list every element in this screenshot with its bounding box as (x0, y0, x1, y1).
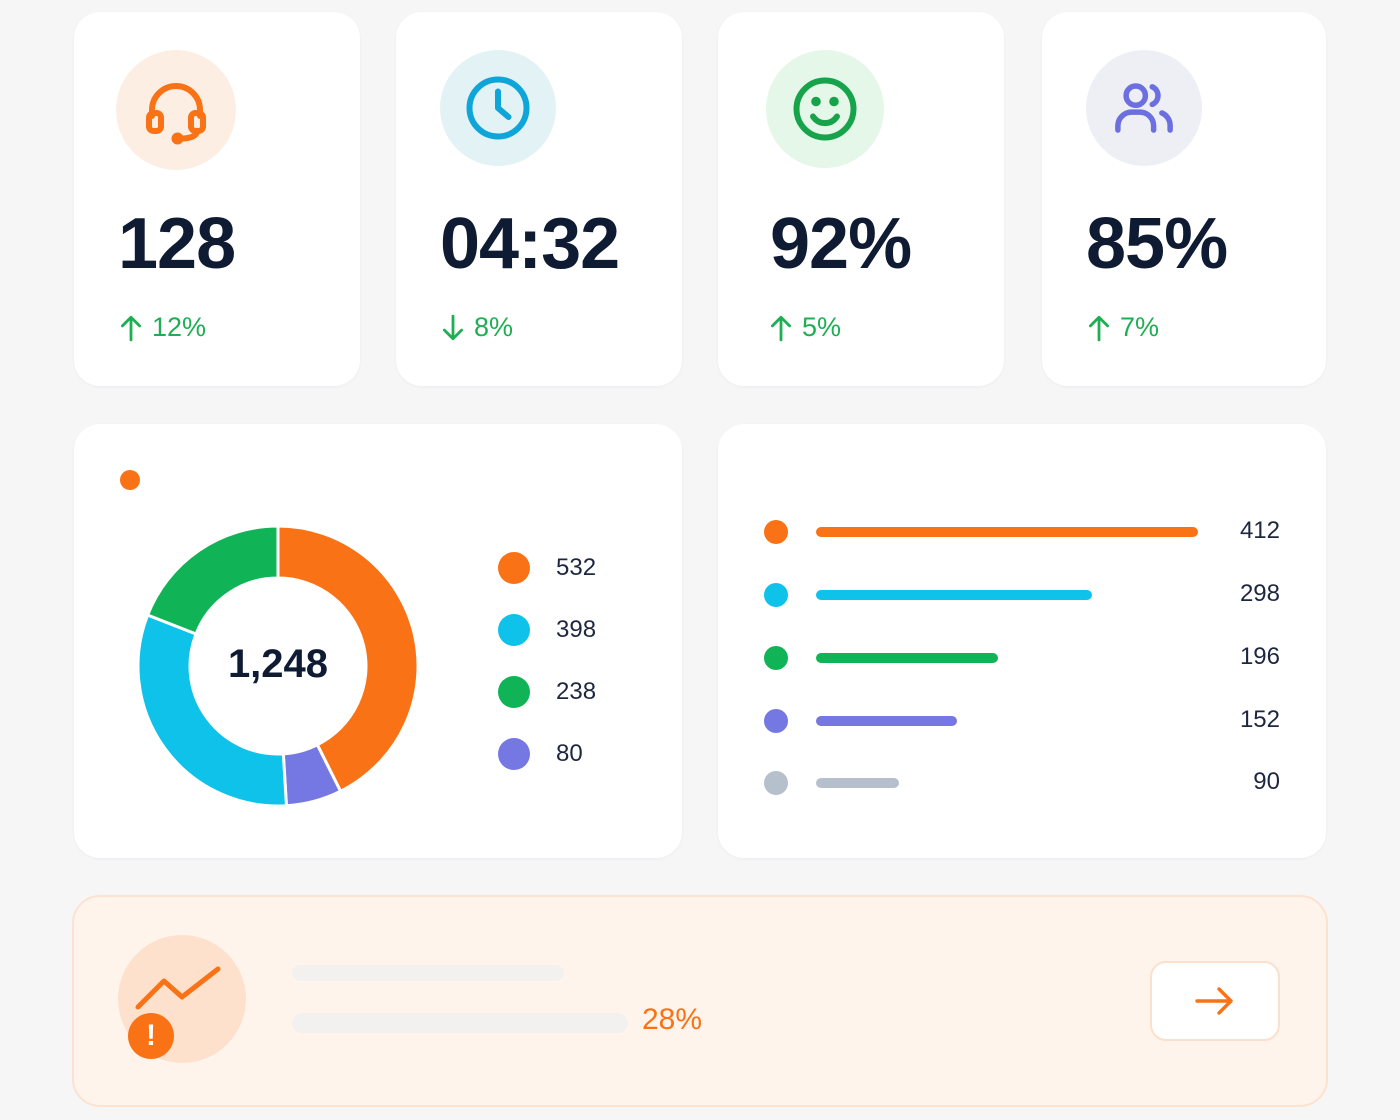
donut-segment-398 (136, 613, 289, 808)
bar-value: 152 (1239, 706, 1280, 733)
kpi-card-handle-time: 04:32 8% (396, 12, 682, 386)
bar-dot (764, 646, 788, 670)
donut-total: 1,248 (227, 642, 329, 686)
exclamation-icon: ! (128, 1013, 174, 1059)
legend-item: 398 (498, 614, 596, 646)
clock-icon (440, 50, 556, 166)
arrow-up-icon (120, 315, 142, 341)
kpi-delta: 12% (118, 312, 206, 343)
placeholder-line (292, 1013, 628, 1033)
headset-icon (116, 50, 236, 170)
kpi-card-retention: 85% 7% (1042, 12, 1326, 386)
kpi-value: 92% (770, 204, 912, 284)
kpi-delta: 7% (1086, 312, 1159, 343)
bar-value: 298 (1239, 580, 1280, 607)
legend-value: 532 (556, 554, 597, 581)
legend-dot (498, 552, 530, 584)
kpi-delta-value: 8% (474, 312, 514, 342)
bar-fill (816, 653, 998, 663)
donut-segment-238 (145, 524, 280, 636)
placeholder-line (292, 965, 564, 981)
kpi-card-tickets: 128 12% (74, 12, 360, 386)
bar-value: 90 (1253, 768, 1280, 795)
users-icon (1086, 50, 1202, 166)
legend-dot (498, 614, 530, 646)
arrow-up-icon (1088, 315, 1110, 341)
arrow-down-icon (442, 314, 464, 340)
bar-dot (764, 583, 788, 607)
legend-value: 80 (556, 740, 583, 767)
bar-fill (816, 716, 957, 726)
bar-dot (764, 771, 788, 795)
kpi-value: 04:32 (440, 204, 620, 284)
kpi-card-satisfaction: 92% 5% (718, 12, 1004, 386)
legend-item: 80 (498, 738, 583, 770)
legend-item: 532 (498, 552, 596, 584)
view-details-button[interactable] (1150, 961, 1280, 1041)
bar-row: 298 (764, 580, 1284, 610)
bar-value: 412 (1239, 517, 1280, 544)
alert-percent: 28% (642, 1003, 703, 1036)
legend-dot (498, 738, 530, 770)
arrow-right-icon (1195, 987, 1233, 1015)
bar-row: 196 (764, 643, 1284, 673)
bar-dot (764, 520, 788, 544)
bar-fill (816, 590, 1092, 600)
kpi-delta: 8% (440, 312, 513, 343)
bar-row: 152 (764, 706, 1284, 736)
alert-banner: ! 28% (72, 895, 1328, 1107)
kpi-delta: 5% (768, 312, 841, 343)
legend-dot (498, 676, 530, 708)
legend-item: 238 (498, 676, 596, 708)
kpi-value: 85% (1086, 204, 1228, 284)
kpi-value: 128 (118, 204, 236, 284)
donut-segment-532 (276, 524, 420, 794)
arrow-up-icon (770, 315, 792, 341)
legend-value: 238 (556, 678, 597, 705)
bar-value: 196 (1239, 643, 1280, 670)
donut-chart-card: 1,248 532 398 238 80 (74, 424, 682, 858)
legend-value: 398 (556, 616, 597, 643)
bar-fill (816, 778, 899, 788)
donut-chart (136, 524, 420, 808)
kpi-delta-value: 12% (152, 312, 207, 342)
smile-icon (766, 50, 884, 168)
bar-list-card: 412 298 196 152 90 (718, 424, 1326, 858)
bar-fill (816, 527, 1198, 537)
kpi-delta-value: 5% (802, 312, 842, 342)
bar-row: 412 (764, 517, 1284, 547)
kpi-delta-value: 7% (1120, 312, 1160, 342)
bar-row: 90 (764, 768, 1284, 798)
bar-dot (764, 709, 788, 733)
trend-up-icon: ! (118, 935, 246, 1063)
legend-dot (120, 470, 140, 490)
